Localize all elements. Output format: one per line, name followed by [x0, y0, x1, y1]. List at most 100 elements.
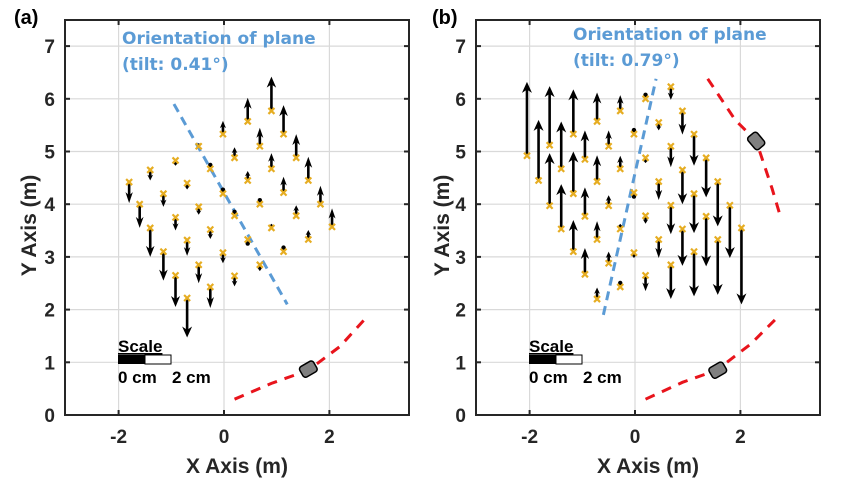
arrow-stub	[220, 187, 226, 192]
measurement-point	[593, 177, 601, 186]
marker-stroke	[243, 117, 252, 126]
measurement-point	[641, 154, 650, 162]
measurement-point	[135, 200, 144, 208]
marker-stroke	[219, 248, 227, 257]
arrow-stub	[257, 198, 263, 203]
arrow-head	[642, 219, 649, 224]
arrow-head	[170, 295, 181, 307]
arrow-head	[544, 153, 555, 165]
measurement-point	[219, 130, 227, 138]
measurement-point	[194, 261, 203, 269]
arrow-head	[556, 184, 567, 196]
vehicle-icon	[298, 360, 318, 378]
arrow-head	[231, 147, 238, 154]
arrow-head	[220, 257, 226, 264]
x-axis-label: X Axis (m)	[597, 455, 699, 478]
measurement-point	[641, 95, 650, 103]
arrow-stub	[643, 92, 648, 98]
arrow-stub	[631, 194, 637, 199]
marker-stroke	[593, 117, 601, 126]
measurement-point	[616, 283, 625, 291]
arrow-head	[643, 160, 648, 164]
marker-stroke	[292, 154, 300, 162]
marker-stroke	[641, 154, 650, 162]
arrow-head	[592, 92, 602, 104]
arrow-head	[580, 130, 590, 142]
measurement-point	[206, 283, 215, 291]
marker-stroke	[230, 212, 239, 220]
marker-stroke	[667, 82, 675, 91]
marker-stroke	[279, 188, 288, 197]
measurement-point	[593, 295, 601, 303]
marker-stroke	[279, 247, 288, 256]
marker-stroke	[630, 130, 638, 138]
arrow-head	[544, 86, 555, 98]
marker-stroke	[713, 177, 722, 186]
arrow-head	[279, 105, 288, 117]
arrow-head	[701, 186, 712, 198]
marker-stroke	[678, 225, 687, 233]
x-tick-label: 2	[324, 427, 335, 448]
measurement-point	[219, 248, 227, 257]
measurement-point	[713, 235, 722, 244]
arrow-head	[533, 119, 544, 131]
y-tick-label: 7	[44, 37, 55, 58]
measurement-point	[737, 224, 746, 232]
arrow-stub	[618, 280, 623, 286]
arrow-head	[125, 192, 133, 204]
arrow-stub	[232, 209, 237, 214]
measurement-point	[328, 223, 336, 231]
measurement-point	[616, 165, 625, 173]
marker-stroke	[534, 176, 543, 185]
marker-stroke	[171, 156, 180, 165]
measurement-point	[581, 155, 589, 164]
arrows	[521, 81, 747, 305]
grid	[65, 20, 409, 416]
marker-stroke	[569, 189, 578, 198]
measurement-point	[304, 235, 313, 244]
marker-stroke	[726, 201, 734, 210]
arrow-head	[667, 156, 675, 168]
measurement-point	[667, 142, 675, 151]
marker-stroke	[183, 179, 191, 187]
y-tick-label: 6	[455, 90, 466, 111]
arrow-head	[316, 185, 324, 196]
y-tick-label: 3	[44, 248, 55, 269]
marker-stroke	[667, 142, 675, 151]
y-axis-label: Y Axis (m)	[18, 175, 41, 277]
arrow-head	[266, 76, 277, 88]
arrow-head	[207, 233, 214, 239]
y-tick-label: 5	[455, 143, 466, 164]
axes-box	[64, 19, 410, 416]
y-tick-label: 2	[44, 301, 55, 322]
marker-stroke	[230, 272, 239, 280]
marker-stroke	[256, 142, 264, 151]
y-tick-label: 2	[455, 301, 466, 322]
annotation-tilt: (tilt: 0.41°)	[122, 55, 229, 75]
arrow-head	[736, 293, 747, 305]
measurement-point	[667, 82, 675, 91]
arrow-head	[293, 205, 300, 212]
measurement-point	[616, 107, 625, 115]
panel-label: (a)	[14, 7, 38, 29]
arrow-head	[689, 154, 699, 166]
measurement-point	[604, 202, 613, 210]
marker-stroke	[667, 201, 675, 210]
scale-bar-empty	[555, 354, 583, 365]
arrow-head	[219, 120, 226, 129]
marker-stroke	[328, 223, 336, 231]
marker-stroke	[194, 261, 203, 269]
measurement-point	[667, 201, 675, 210]
trajectory-line	[644, 316, 779, 401]
marker-stroke	[523, 151, 531, 160]
arrow-head	[655, 247, 663, 258]
marker-stroke	[641, 212, 650, 220]
y-tick-label: 3	[455, 248, 466, 269]
measurement-point	[206, 165, 215, 173]
arrow-head	[521, 81, 532, 93]
measurement-point	[171, 213, 180, 222]
marker-stroke	[678, 107, 687, 115]
measurement-point	[243, 117, 252, 126]
marker-stroke	[654, 177, 663, 186]
